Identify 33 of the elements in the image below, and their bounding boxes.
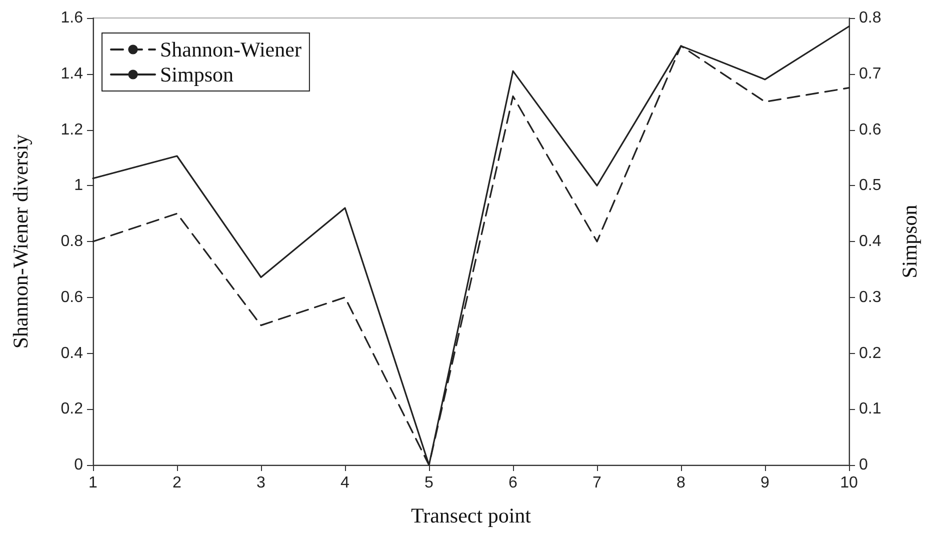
y2-tick-label: 0.8 [859,10,882,26]
y-tick-label: 0.2 [60,400,84,418]
y-tick-label: 0 [74,456,84,474]
legend-label: Simpson [160,62,234,86]
y-tick-label: 1.6 [60,10,84,26]
y2-tick-label: 0.1 [859,400,882,418]
y-tick-label: 1 [74,177,84,194]
x-axis-title: Transect point [411,504,532,528]
y2-tick-label: 0.6 [859,121,882,138]
y-tick-label: 0.4 [60,344,84,362]
x-tick-label: 5 [424,474,434,492]
y2-tick-label: 0.7 [859,65,882,82]
x-tick-label: 2 [172,474,182,492]
y2-axis-title: Simpson [898,204,922,278]
x-tick-label: 6 [508,474,518,492]
y-tick-label: 0.6 [60,288,84,306]
y2-tick-label: 0.2 [859,344,882,362]
legend-label: Shannon-Wiener [160,38,302,62]
y-tick-label: 1.4 [60,65,84,82]
y-axis-title: Shannon-Wiener diversiy [8,134,32,349]
x-tick-label: 10 [840,474,858,492]
y-tick-label: 0.8 [60,233,84,250]
y2-tick-label: 0 [859,456,868,474]
x-tick-label: 4 [340,474,350,492]
x-tick-label: 7 [592,474,602,492]
y2-tick-label: 0.3 [859,288,882,306]
x-tick-label: 3 [256,474,266,492]
y2-tick-label: 0.4 [859,233,882,250]
x-tick-label: 8 [676,474,686,492]
x-tick-label: 1 [88,474,98,492]
y-tick-label: 1.2 [60,121,84,138]
y2-tick-label: 0.5 [859,177,882,194]
x-tick-label: 9 [760,474,770,492]
